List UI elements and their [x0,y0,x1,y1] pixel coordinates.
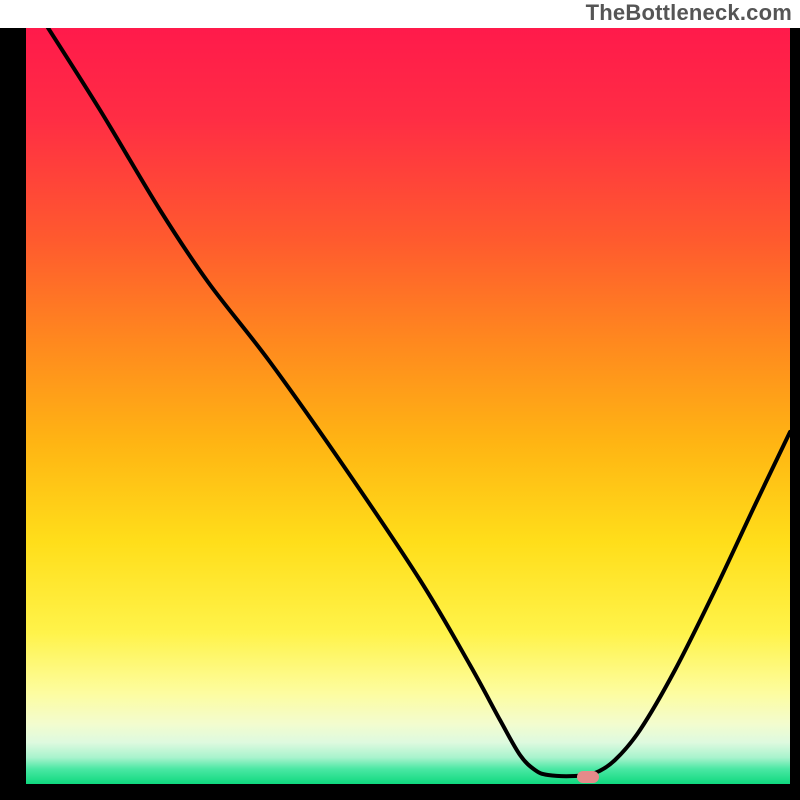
chart-container: TheBottleneck.com [0,0,800,800]
bottleneck-chart [0,0,800,800]
optimal-marker [577,771,599,783]
axis-left [0,0,26,800]
axis-right [790,0,800,800]
axis-bottom [0,784,800,800]
attribution-text: TheBottleneck.com [586,0,792,26]
